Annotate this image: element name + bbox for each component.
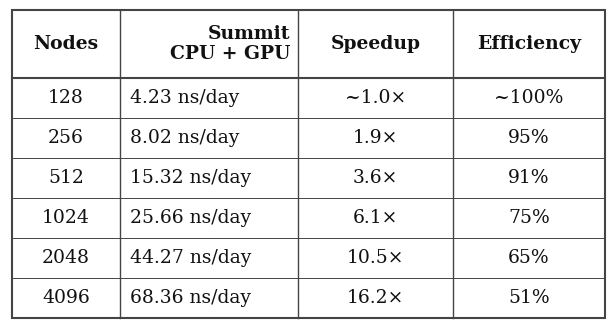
Text: 75%: 75%	[508, 209, 550, 227]
Text: ~100%: ~100%	[494, 89, 564, 107]
Text: 91%: 91%	[508, 169, 550, 187]
Text: 6.1×: 6.1×	[353, 209, 398, 227]
Text: 128: 128	[48, 89, 84, 107]
Text: 4096: 4096	[42, 289, 90, 307]
Text: Nodes: Nodes	[34, 35, 99, 53]
Text: 68.36 ns/day: 68.36 ns/day	[130, 289, 251, 307]
Text: 15.32 ns/day: 15.32 ns/day	[130, 169, 251, 187]
Text: 1.9×: 1.9×	[353, 129, 398, 147]
Text: 51%: 51%	[508, 289, 550, 307]
Text: Speedup: Speedup	[330, 35, 420, 53]
Text: Summit
CPU + GPU: Summit CPU + GPU	[170, 25, 290, 63]
Text: 256: 256	[48, 129, 84, 147]
Text: ~1.0×: ~1.0×	[345, 89, 406, 107]
Text: 1024: 1024	[42, 209, 90, 227]
Text: 8.02 ns/day: 8.02 ns/day	[130, 129, 239, 147]
Text: 95%: 95%	[508, 129, 550, 147]
Text: 4.23 ns/day: 4.23 ns/day	[130, 89, 239, 107]
Text: 3.6×: 3.6×	[353, 169, 398, 187]
Text: 25.66 ns/day: 25.66 ns/day	[130, 209, 251, 227]
Text: 2048: 2048	[42, 249, 90, 267]
Text: 16.2×: 16.2×	[347, 289, 404, 307]
Text: 512: 512	[48, 169, 84, 187]
Text: Efficiency: Efficiency	[477, 35, 581, 53]
Text: 65%: 65%	[508, 249, 550, 267]
Text: 10.5×: 10.5×	[347, 249, 405, 267]
Text: 44.27 ns/day: 44.27 ns/day	[130, 249, 252, 267]
